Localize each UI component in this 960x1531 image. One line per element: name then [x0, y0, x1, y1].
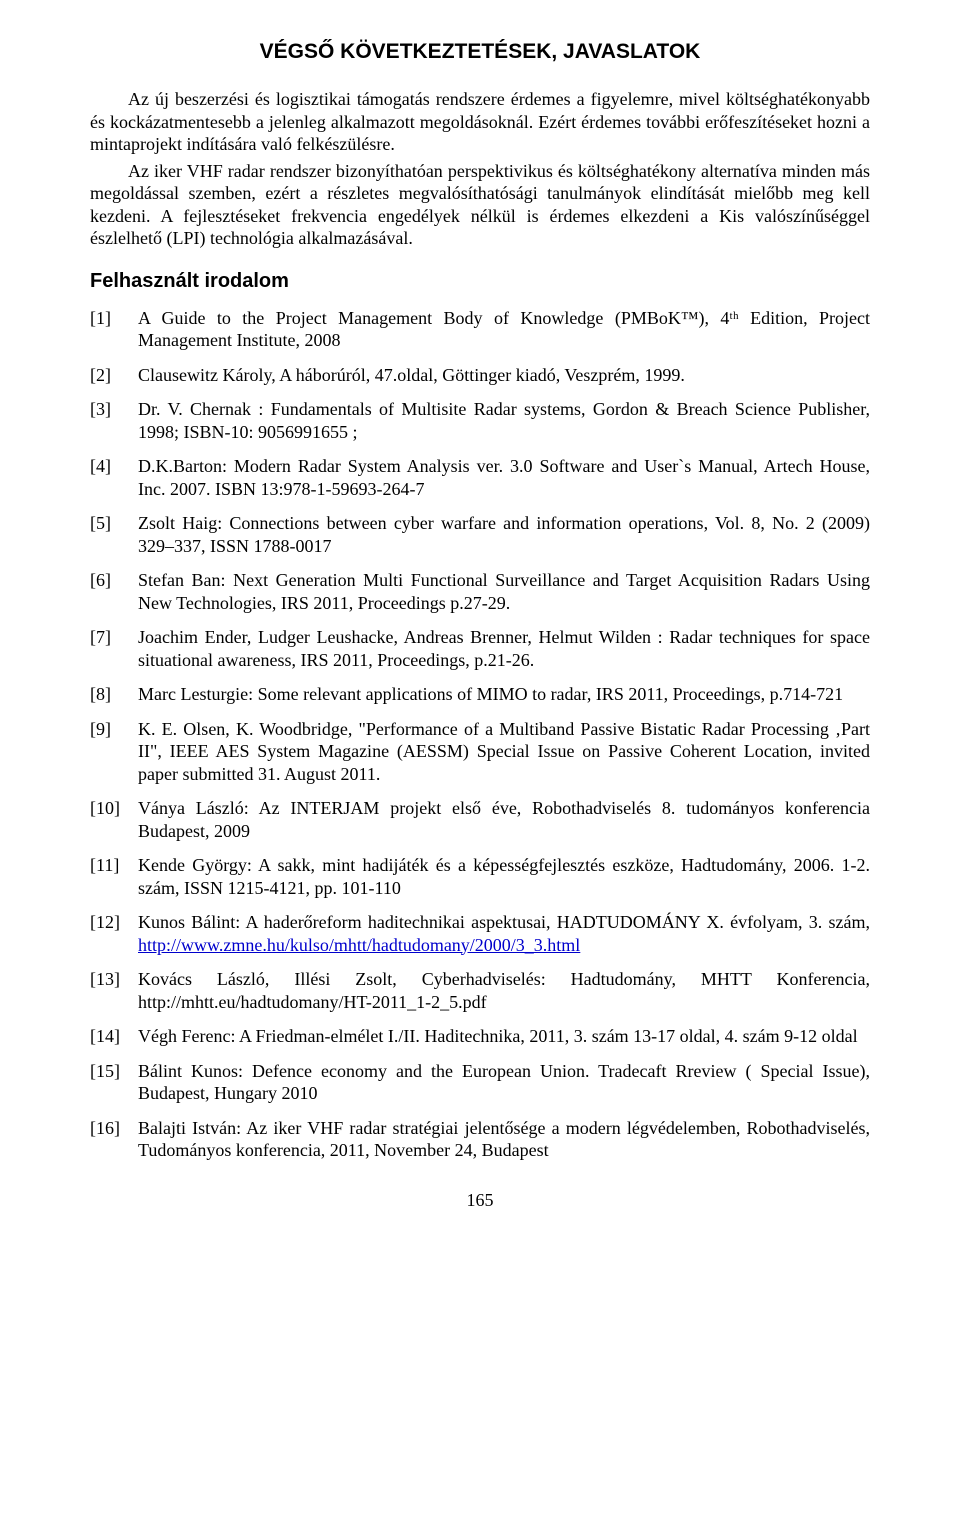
reference-text: A Guide to the Project Management Body o…: [138, 307, 870, 352]
reference-list: [1] A Guide to the Project Management Bo…: [90, 307, 870, 1162]
reference-text: Zsolt Haig: Connections between cyber wa…: [138, 512, 870, 557]
reference-number: [15]: [90, 1060, 138, 1105]
reference-number: [7]: [90, 626, 138, 671]
reference-item: [5] Zsolt Haig: Connections between cybe…: [90, 512, 870, 557]
reference-item: [3] Dr. V. Chernak : Fundamentals of Mul…: [90, 398, 870, 443]
reference-item: [8] Marc Lesturgie: Some relevant applic…: [90, 683, 870, 706]
page-title: VÉGSŐ KÖVETKEZTETÉSEK, JAVASLATOK: [90, 40, 870, 64]
reference-text: Kende György: A sakk, mint hadijáték és …: [138, 854, 870, 899]
reference-number: [16]: [90, 1117, 138, 1162]
reference-number: [8]: [90, 683, 138, 706]
paragraph-1: Az új beszerzési és logisztikai támogatá…: [90, 88, 870, 156]
reference-number: [13]: [90, 968, 138, 1013]
reference-text: Bálint Kunos: Defence economy and the Eu…: [138, 1060, 870, 1105]
reference-item: [12] Kunos Bálint: A haderőreform hadite…: [90, 911, 870, 956]
reference-text: Kovács László, Illési Zsolt, Cyberhadvis…: [138, 968, 870, 1013]
reference-number: [12]: [90, 911, 138, 956]
reference-number: [4]: [90, 455, 138, 500]
paragraph-2: Az iker VHF radar rendszer bizonyíthatóa…: [90, 160, 870, 250]
reference-item: [13] Kovács László, Illési Zsolt, Cyberh…: [90, 968, 870, 1013]
reference-number: [2]: [90, 364, 138, 387]
reference-number: [5]: [90, 512, 138, 557]
reference-text-pre: Kunos Bálint: A haderőreform haditechnik…: [138, 912, 870, 932]
reference-link[interactable]: http://www.zmne.hu/kulso/mhtt/hadtudoman…: [138, 935, 580, 955]
reference-text: K. E. Olsen, K. Woodbridge, "Performance…: [138, 718, 870, 786]
reference-number: [11]: [90, 854, 138, 899]
reference-text: Balajti István: Az iker VHF radar straté…: [138, 1117, 870, 1162]
reference-item: [11] Kende György: A sakk, mint hadijáté…: [90, 854, 870, 899]
reference-number: [9]: [90, 718, 138, 786]
reference-item: [4] D.K.Barton: Modern Radar System Anal…: [90, 455, 870, 500]
page-number: 165: [90, 1190, 870, 1211]
reference-number: [1]: [90, 307, 138, 352]
reference-number: [3]: [90, 398, 138, 443]
reference-item: [15] Bálint Kunos: Defence economy and t…: [90, 1060, 870, 1105]
reference-text: Végh Ferenc: A Friedman-elmélet I./II. H…: [138, 1025, 870, 1048]
section-heading-references: Felhasznált irodalom: [90, 270, 870, 293]
reference-number: [10]: [90, 797, 138, 842]
reference-item: [16] Balajti István: Az iker VHF radar s…: [90, 1117, 870, 1162]
reference-text: Dr. V. Chernak : Fundamentals of Multisi…: [138, 398, 870, 443]
reference-item: [6] Stefan Ban: Next Generation Multi Fu…: [90, 569, 870, 614]
document-page: VÉGSŐ KÖVETKEZTETÉSEK, JAVASLATOK Az új …: [0, 0, 960, 1241]
reference-text: Kunos Bálint: A haderőreform haditechnik…: [138, 911, 870, 956]
reference-item: [14] Végh Ferenc: A Friedman-elmélet I./…: [90, 1025, 870, 1048]
reference-number: [14]: [90, 1025, 138, 1048]
reference-item: [2] Clausewitz Károly, A háborúról, 47.o…: [90, 364, 870, 387]
reference-text: Clausewitz Károly, A háborúról, 47.oldal…: [138, 364, 870, 387]
reference-text: Marc Lesturgie: Some relevant applicatio…: [138, 683, 870, 706]
reference-item: [9] K. E. Olsen, K. Woodbridge, "Perform…: [90, 718, 870, 786]
reference-item: [1] A Guide to the Project Management Bo…: [90, 307, 870, 352]
reference-number: [6]: [90, 569, 138, 614]
reference-item: [10] Ványa László: Az INTERJAM projekt e…: [90, 797, 870, 842]
reference-text: Stefan Ban: Next Generation Multi Functi…: [138, 569, 870, 614]
reference-text: Ványa László: Az INTERJAM projekt első é…: [138, 797, 870, 842]
reference-item: [7] Joachim Ender, Ludger Leushacke, And…: [90, 626, 870, 671]
reference-text: Joachim Ender, Ludger Leushacke, Andreas…: [138, 626, 870, 671]
reference-text: D.K.Barton: Modern Radar System Analysis…: [138, 455, 870, 500]
